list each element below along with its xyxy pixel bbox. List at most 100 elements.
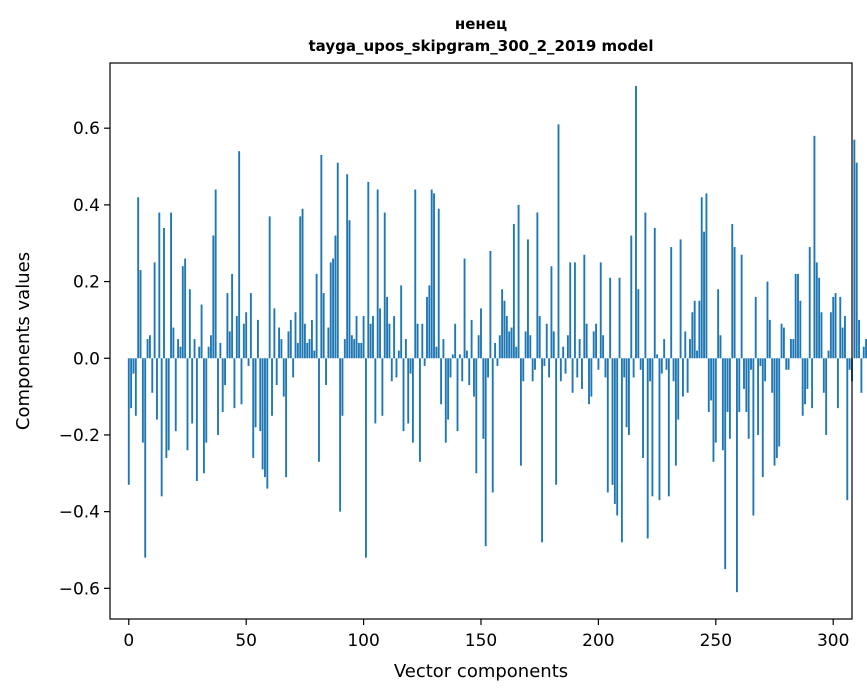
bar-159 [501,289,504,359]
bar-164 [512,224,515,359]
bar-238 [686,358,689,393]
bar-222 [649,358,651,382]
bar-285 [797,273,799,359]
bar-20 [174,358,177,432]
bar-210 [620,358,623,543]
bar-46 [235,316,238,359]
y-tick-label: 0.0 [73,349,100,369]
bar-227 [660,358,663,374]
x-tick-label: 250 [700,631,732,651]
bar-191 [576,358,579,378]
bar-38 [217,358,219,435]
bar-224 [653,227,656,359]
bar-127 [426,296,428,359]
bar-62 [273,308,276,359]
bar-58 [264,358,266,478]
bar-41 [224,358,226,386]
y-axis-label: Components values [13,252,34,430]
bar-68 [287,331,290,359]
bar-219 [642,358,644,458]
bar-288 [804,358,806,405]
bar-209 [618,277,621,359]
bar-304 [841,327,844,359]
y-tick-label: 0.2 [73,273,100,293]
bar-237 [684,331,687,359]
bar-150 [480,308,482,359]
bar-25 [186,358,189,451]
bar-83 [322,293,325,359]
bar-163 [510,327,513,359]
bar-98 [357,342,360,359]
bar-298 [827,350,830,359]
bar-74 [301,208,304,359]
bar-232 [672,358,675,382]
bar-248 [710,358,713,401]
bar-273 [768,319,771,359]
bar-33 [205,358,208,443]
bar-48 [240,358,243,405]
bar-284 [794,273,797,359]
bar-59 [266,358,269,489]
bar-156 [494,342,497,359]
bar-178 [545,323,548,359]
y-tick-label: −0.2 [59,426,100,446]
bar-29 [195,358,198,481]
bar-255 [726,358,729,412]
bar-186 [564,358,567,374]
bar-6 [141,358,144,443]
bar-312 [860,358,863,393]
bar-221 [646,358,649,539]
bar-291 [811,358,814,409]
bar-42 [226,293,229,359]
bar-144 [465,350,468,359]
bar-85 [327,327,330,359]
bar-239 [689,339,691,359]
bar-272 [766,281,769,359]
bar-126 [423,358,426,366]
bar-91 [341,358,344,416]
bar-141 [458,354,461,359]
bar-259 [736,358,738,593]
bar-26 [188,289,191,359]
bar-107 [379,308,381,359]
bar-57 [261,358,264,470]
bar-193 [581,358,583,389]
bar-215 [632,358,635,378]
bar-274 [771,358,774,393]
bar-1 [130,358,133,409]
bar-230 [667,358,670,497]
bar-147 [473,358,475,397]
bar-195 [585,323,588,359]
x-tick-label: 150 [465,631,497,651]
bar-134 [442,339,445,359]
bar-93 [346,174,349,359]
bar-276 [775,358,778,458]
y-axis-ticks: −0.6 −0.4 −0.2 0.0 0.2 0.4 0.6 [59,119,110,599]
bar-181 [552,331,555,359]
bar-124 [419,358,421,462]
bar-196 [588,358,590,405]
bar-132 [437,208,440,359]
bar-241 [693,300,696,359]
bar-228 [663,339,666,359]
bar-287 [801,358,804,416]
bar-125 [421,323,424,359]
bar-123 [416,323,419,359]
bar-109 [383,212,386,359]
bar-120 [409,358,412,374]
bar-216 [635,86,637,359]
bar-136 [447,358,450,420]
bar-113 [393,316,396,359]
bar-154 [489,250,492,359]
bar-79 [313,350,316,359]
bar-280 [785,358,788,370]
bar-229 [665,358,668,370]
bar-202 [602,335,605,359]
bar-73 [299,216,302,359]
bar-231 [670,247,673,359]
bar-10 [151,358,154,393]
bar-18 [170,212,172,359]
bar-97 [355,316,358,359]
bar-176 [541,358,543,543]
bar-270 [761,358,764,478]
